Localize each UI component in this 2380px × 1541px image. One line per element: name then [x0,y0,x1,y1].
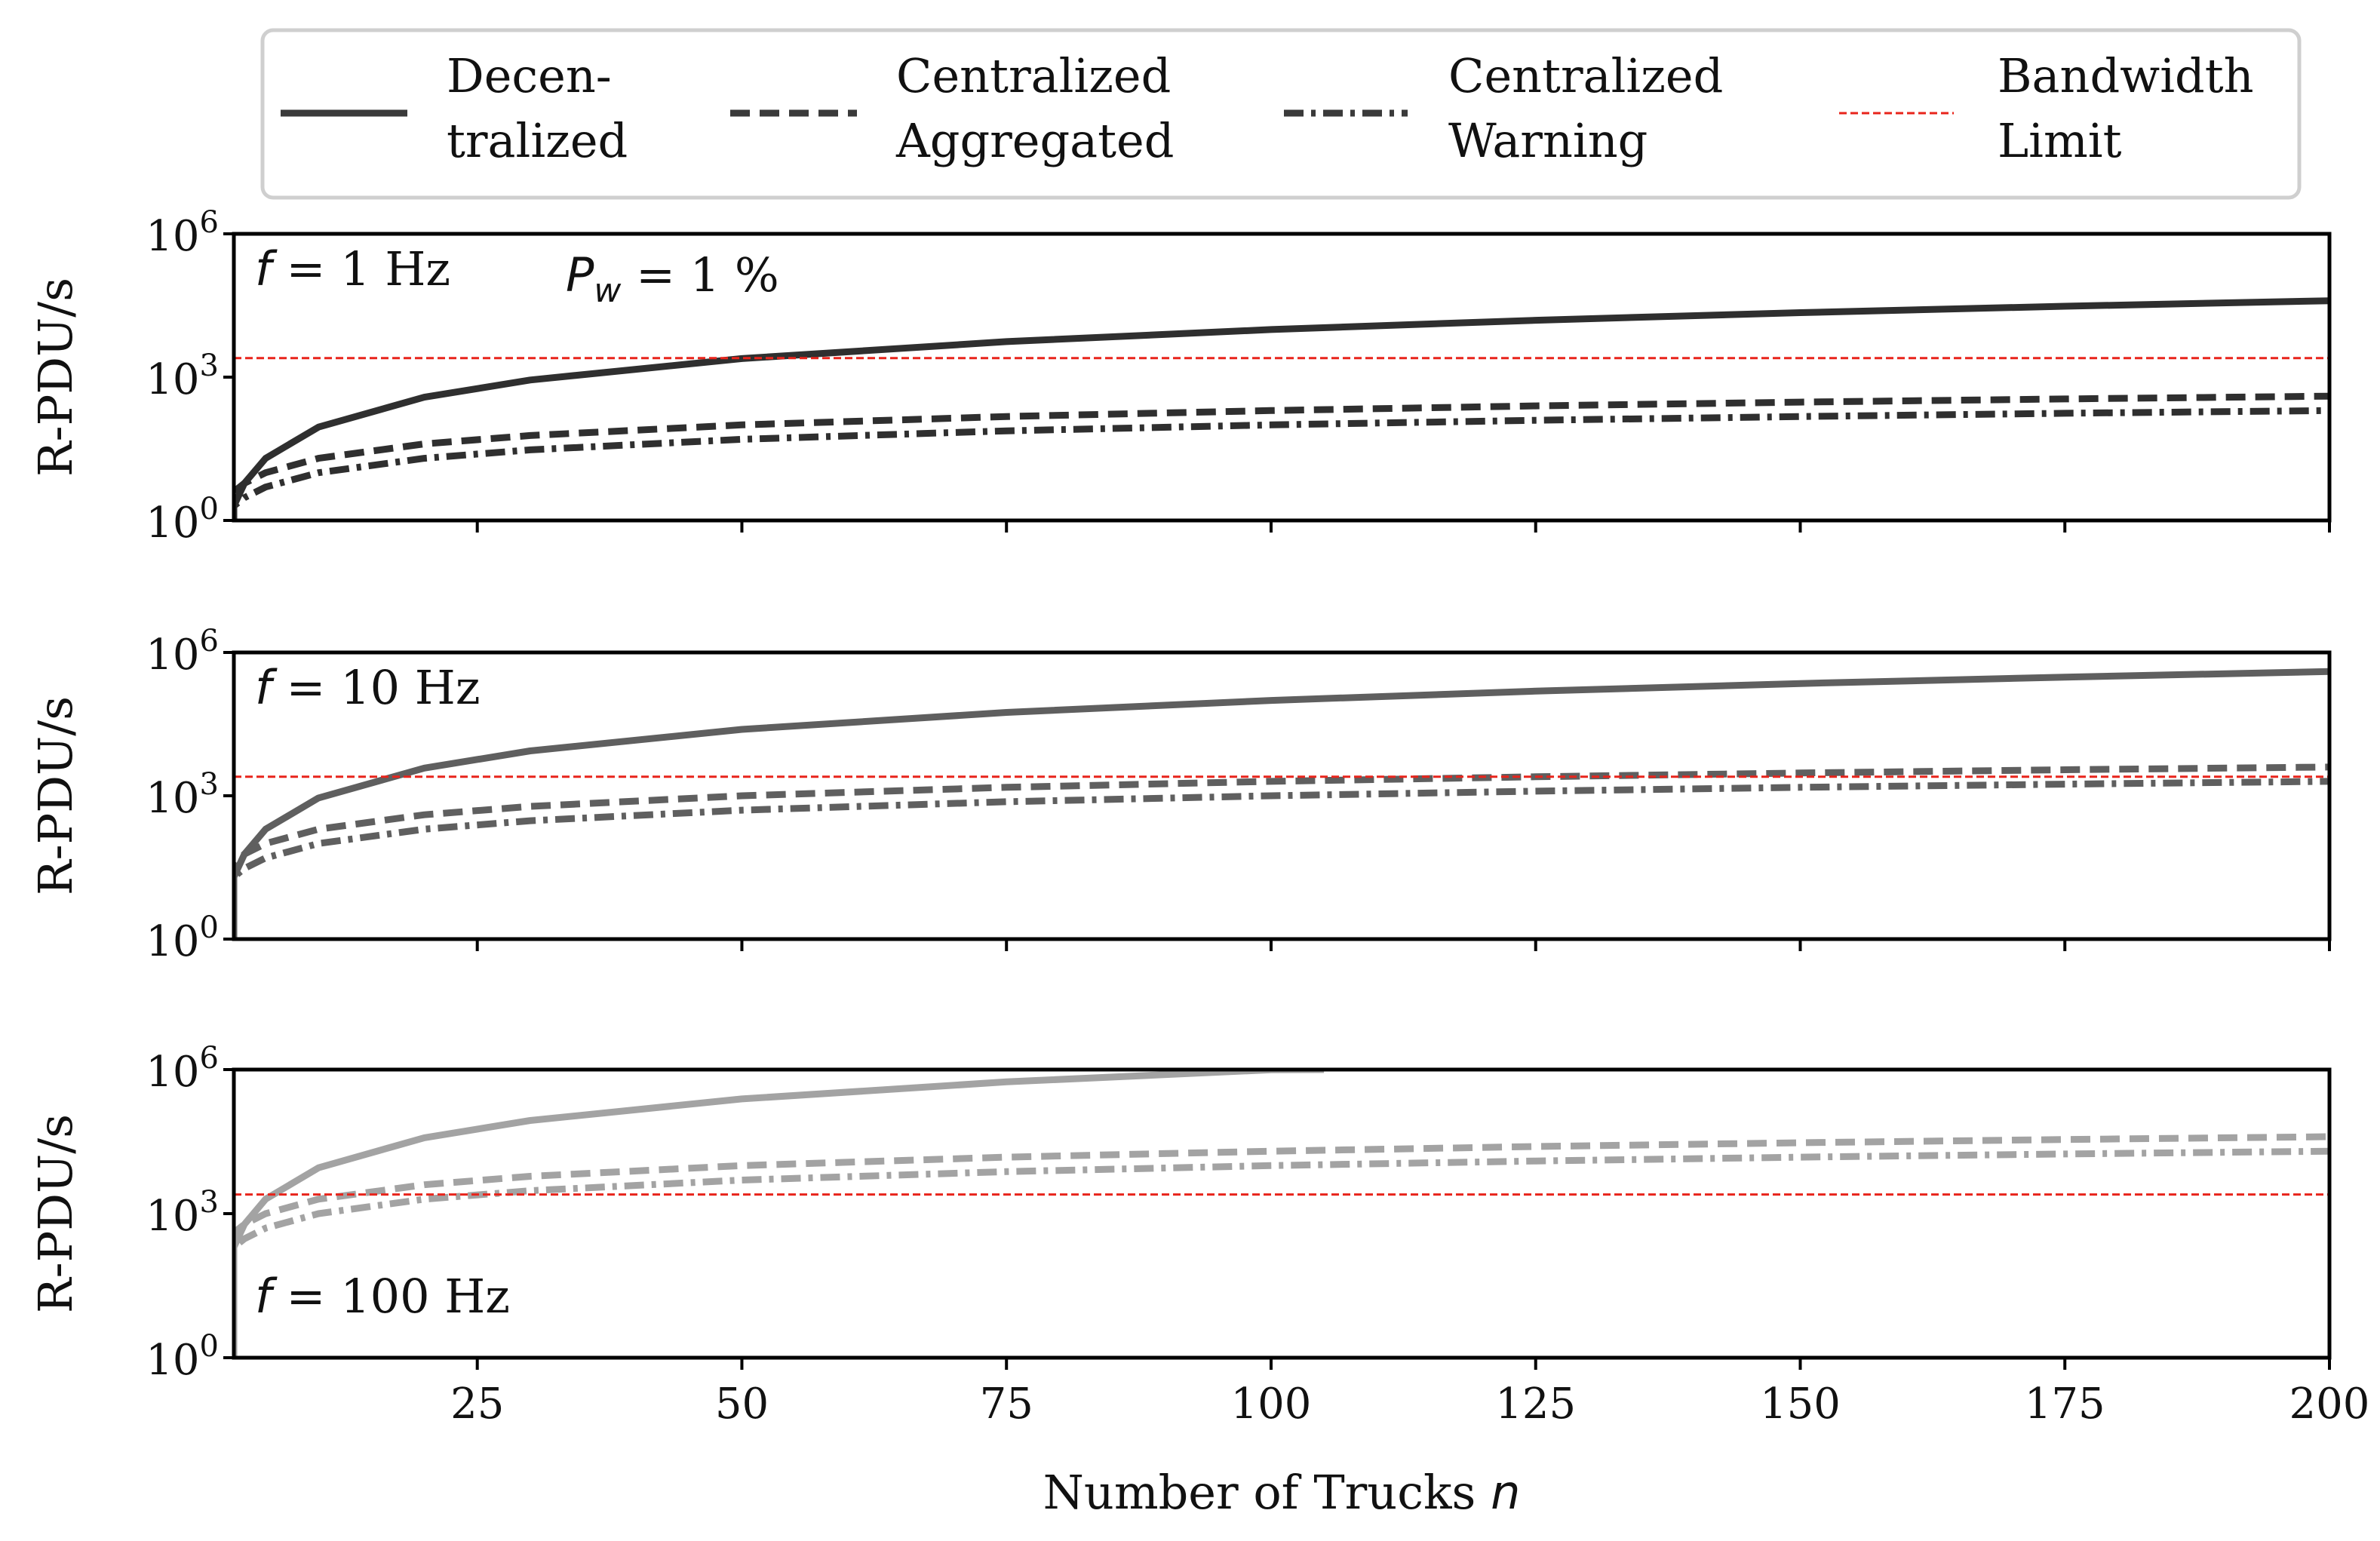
x-tick-label: 150 [1760,1380,1841,1429]
series-group [234,1070,2329,1358]
series-line-centralized-aggregated [234,763,2329,939]
y-axis-label: R-PDU/s [28,278,83,477]
y-axis-label: R-PDU/s [28,696,83,895]
x-tick-label: 200 [2289,1380,2370,1429]
legend-item-bandwidth: Bandwidth Limit [1839,48,2254,168]
frequency-text: = 1 Hz [272,241,450,296]
series-line-centralized-warning [234,407,2329,520]
legend-label-warning: Centralized [1448,48,1723,103]
series-group [234,668,2329,939]
y-tick-base: 10 [146,1192,199,1241]
plot-frame [232,650,2332,941]
pw-var: P [566,247,594,302]
x-tick-label: 50 [715,1380,769,1429]
y-tick-label: 103 [146,348,219,404]
y-tick-exp: 3 [200,348,219,383]
y-tick-base: 10 [146,355,199,404]
x-tick-label: 100 [1231,1380,1312,1429]
y-tick-base: 10 [146,631,199,680]
legend-item-warning: Centralized Warning [1284,48,1723,168]
frequency-text: = 100 Hz [272,1269,510,1324]
y-tick-exp: 3 [200,767,219,802]
y-tick-base: 10 [146,499,199,548]
y-tick-label: 100 [146,1329,219,1385]
x-tick-label: 125 [1495,1380,1576,1429]
legend-frame [260,28,2302,200]
y-tick-base: 10 [146,212,199,261]
legend-label-decentralized: Decen- [447,48,612,103]
legend-label-aggregated: Centralized [896,48,1171,103]
x-axis-label-var: n [1491,1465,1520,1520]
legend-label-bandwidth: Bandwidth [1998,48,2254,103]
y-axis-label: R-PDU/s [28,1114,83,1313]
series-line-decentralized [234,1070,1325,1358]
y-tick-label: 106 [146,624,219,680]
y-tick-exp: 6 [200,205,219,240]
series-line-centralized-warning [234,1147,2329,1358]
x-tick-label: 75 [980,1380,1033,1429]
y-tick-base: 10 [146,1048,199,1097]
y-tick-exp: 0 [200,910,219,945]
y-tick-exp: 3 [200,1185,219,1220]
series-line-centralized-warning [234,778,2329,939]
legend-label-bandwidth: Limit [1998,113,2122,168]
frequency-annotation: f = 100 Hz [255,1269,510,1324]
y-tick-label: 100 [146,910,219,966]
series-group [234,297,2329,520]
y-tick-base: 10 [146,774,199,823]
y-tick-base: 10 [146,917,199,966]
legend: Decen-tralizedCentralizedAggregatedCentr… [260,28,2302,200]
x-axis-label-text: Number of Trucks [1043,1465,1491,1520]
frequency-text: = 10 Hz [272,660,481,715]
frequency-annotation: f = 1 Hz [255,241,450,296]
plot-frame [232,1067,2332,1360]
series-line-centralized-aggregated [234,392,2329,520]
pw-text: = 1 % [621,247,778,302]
frequency-annotation: f = 10 Hz [255,660,481,715]
y-tick-label: 103 [146,1185,219,1241]
x-tick-label: 25 [450,1380,504,1429]
y-tick-label: 106 [146,1041,219,1097]
y-tick-exp: 0 [200,492,219,526]
x-axis-label: Number of Trucks n [1043,1465,1521,1520]
y-tick-exp: 0 [200,1329,219,1364]
legend-item-decentralized: Decen-tralized [281,48,628,168]
x-tick-label: 175 [2025,1380,2105,1429]
y-tick-exp: 6 [200,1041,219,1076]
legend-item-aggregated: Centralized Aggregated [730,48,1174,168]
y-tick-label: 103 [146,767,219,823]
legend-label-decentralized: tralized [447,113,628,168]
legend-label-aggregated: Aggregated [895,113,1174,168]
series-line-centralized-aggregated [234,1133,2329,1358]
legend-label-warning: Warning [1448,113,1648,168]
y-tick-label: 106 [146,205,219,261]
y-tick-exp: 6 [200,624,219,658]
x-axis: 25 50 75 100 125 150 175 200 Number of Trucks n [450,1380,2369,1520]
y-tick-label: 100 [146,492,219,548]
pw-sub: w [594,272,622,310]
pw-annotation: Pw = 1 % [566,247,779,310]
y-tick-base: 10 [146,1336,199,1385]
